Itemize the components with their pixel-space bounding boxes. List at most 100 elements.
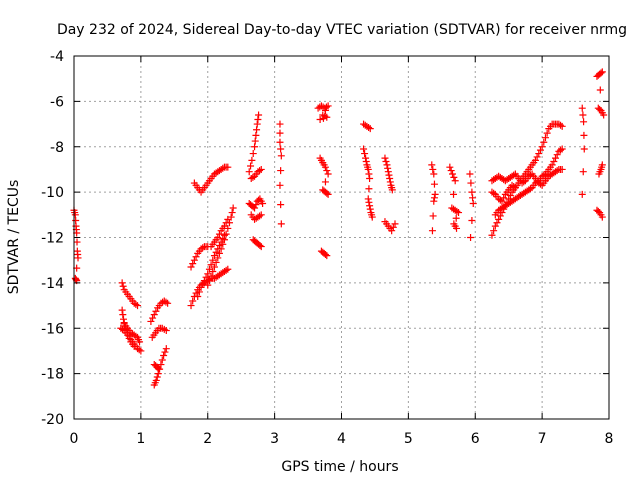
data-point	[366, 125, 374, 133]
data-point	[212, 248, 220, 256]
data-point	[466, 170, 474, 178]
data-point	[600, 111, 608, 119]
data-point	[277, 152, 285, 160]
data-point	[579, 111, 587, 119]
data-point	[580, 145, 588, 153]
data-point	[187, 263, 195, 271]
data-point	[149, 314, 157, 322]
data-point	[360, 145, 368, 153]
data-point	[248, 156, 256, 164]
data-point	[580, 131, 588, 139]
data-point	[199, 244, 207, 252]
data-point	[324, 170, 332, 178]
data-point	[229, 204, 237, 212]
data-point	[316, 116, 324, 124]
data-point	[217, 245, 225, 253]
data-point	[384, 168, 392, 176]
data-point	[536, 146, 544, 154]
data-point	[158, 356, 166, 364]
data-point	[389, 223, 397, 231]
data-point	[323, 252, 331, 260]
data-point	[490, 189, 498, 197]
data-point	[214, 254, 222, 262]
data-point	[453, 224, 461, 232]
x-tick-label: 6	[471, 431, 480, 447]
data-point	[321, 251, 329, 259]
data-point	[453, 207, 461, 215]
data-point	[162, 298, 170, 306]
data-point	[490, 227, 498, 235]
data-point	[366, 205, 374, 213]
data-point	[152, 307, 160, 315]
data-point	[469, 199, 477, 207]
y-tick-label: -4	[50, 49, 64, 65]
data-point	[540, 138, 548, 146]
data-point	[251, 204, 259, 212]
data-point	[533, 153, 541, 161]
data-point	[362, 154, 370, 162]
data-point	[130, 342, 138, 350]
data-point	[249, 173, 257, 181]
data-point	[597, 69, 605, 77]
data-point	[192, 253, 200, 261]
data-point	[450, 173, 458, 181]
data-point	[187, 302, 195, 310]
data-point	[222, 219, 230, 227]
data-point	[277, 145, 285, 153]
data-point	[550, 157, 558, 165]
data-point	[557, 146, 565, 154]
y-tick-label: -14	[41, 276, 64, 292]
data-point	[224, 163, 232, 171]
data-point	[219, 240, 227, 248]
data-point	[162, 327, 170, 335]
data-point	[362, 157, 370, 165]
data-point	[557, 121, 565, 129]
data-point	[324, 102, 332, 110]
data-point	[204, 281, 212, 289]
data-point	[386, 178, 394, 186]
data-point	[580, 118, 588, 126]
data-point	[553, 151, 561, 159]
data-point	[365, 123, 373, 131]
data-point	[252, 201, 260, 209]
y-tick-label: -16	[41, 321, 64, 337]
data-point	[210, 263, 218, 271]
data-point	[157, 361, 165, 369]
data-point	[431, 190, 439, 198]
x-tick-label: 1	[136, 431, 145, 447]
data-point	[228, 209, 236, 217]
data-point	[364, 195, 372, 203]
data-point	[598, 161, 606, 169]
data-points	[70, 68, 608, 389]
data-point	[386, 175, 394, 183]
data-point	[391, 220, 399, 228]
data-point	[256, 212, 264, 220]
data-point	[540, 171, 548, 179]
data-point	[74, 254, 82, 262]
data-point	[467, 234, 475, 241]
data-point	[189, 260, 197, 268]
data-point	[192, 289, 200, 297]
x-tick-labels: 0 1 2 3 4 5 6 7 8	[70, 431, 614, 447]
y-tick-label: -6	[50, 94, 64, 110]
data-point	[324, 190, 332, 198]
data-point	[323, 167, 331, 175]
data-point	[205, 277, 213, 285]
data-point	[384, 164, 392, 172]
data-point	[455, 209, 463, 217]
data-point	[220, 236, 228, 244]
data-point	[365, 170, 373, 178]
data-point	[368, 213, 376, 221]
data-point	[137, 347, 145, 355]
data-point	[526, 171, 534, 179]
data-point	[578, 190, 586, 198]
data-point	[134, 302, 142, 310]
data-point	[510, 182, 518, 190]
data-point	[119, 282, 127, 290]
y-tick-label: -12	[41, 231, 64, 247]
data-point	[535, 150, 543, 158]
data-point	[199, 280, 207, 288]
x-tick-label: 2	[203, 431, 212, 447]
data-point	[197, 283, 205, 291]
data-point	[219, 164, 227, 172]
